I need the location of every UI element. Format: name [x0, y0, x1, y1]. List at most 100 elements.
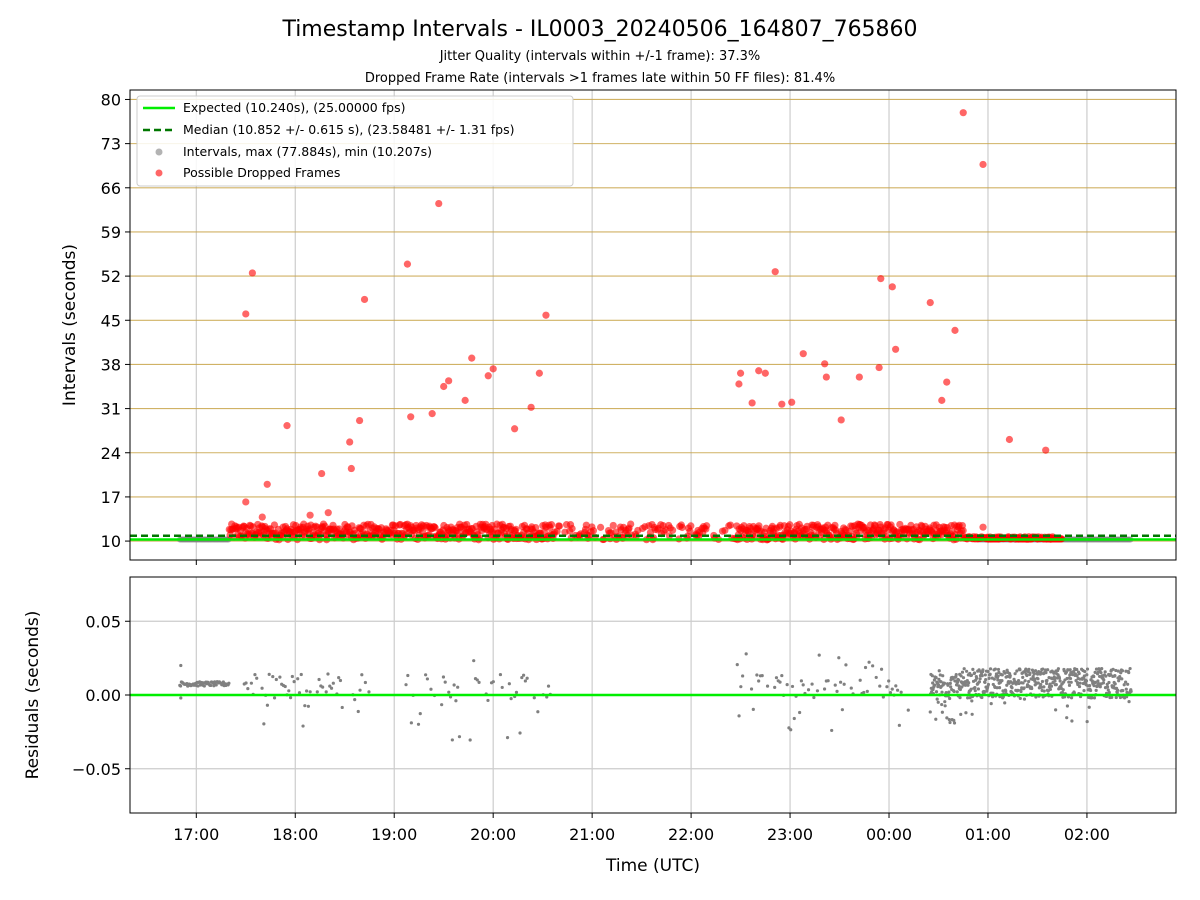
residual-point: [970, 712, 974, 716]
residual-point: [888, 690, 893, 695]
residual-point: [1058, 679, 1062, 683]
residual-point: [947, 717, 951, 722]
residual-point: [865, 689, 869, 693]
residual-point: [835, 689, 839, 694]
chart-title: Timestamp Intervals - IL0003_20240506_16…: [281, 17, 917, 42]
residual-point: [328, 684, 332, 688]
residual-point: [959, 674, 963, 678]
residual-point: [1036, 672, 1040, 676]
dropped-frame-high-23: [511, 425, 519, 433]
intervals-ytick-label-3: 31: [101, 400, 121, 419]
residual-point: [518, 731, 522, 735]
residual-point: [1071, 672, 1075, 677]
residual-point: [1114, 695, 1118, 700]
residual-point: [358, 688, 362, 692]
residual-point: [1075, 667, 1079, 672]
residual-point: [945, 716, 949, 720]
residual-point: [367, 690, 371, 694]
residual-point: [801, 683, 805, 687]
residual-point: [952, 721, 957, 725]
dropped-frame-high-24: [527, 403, 535, 411]
dropped-frame-high-18: [445, 377, 453, 385]
residual-point: [1016, 679, 1021, 683]
residual-point: [980, 674, 984, 678]
residual-point: [532, 696, 536, 700]
residuals-ytick-label-1: 0.00: [85, 686, 121, 705]
residual-point: [967, 681, 971, 685]
dropped-frame-point: [726, 521, 735, 529]
residual-point: [452, 683, 456, 687]
residual-point: [943, 704, 947, 708]
intervals-ytick-label-10: 80: [101, 90, 121, 109]
residual-point: [879, 667, 884, 671]
residual-point: [963, 683, 968, 687]
residual-point: [773, 685, 777, 689]
residual-point: [987, 676, 991, 680]
residual-point: [536, 710, 540, 714]
residual-point: [1056, 667, 1061, 671]
residual-point: [472, 659, 476, 663]
residual-point: [1090, 696, 1094, 700]
residual-point: [1127, 670, 1131, 675]
residual-point: [1077, 684, 1082, 689]
residual-point: [934, 717, 938, 721]
dropped-frame-high-6: [306, 511, 314, 519]
residual-point: [989, 702, 993, 706]
residual-point: [744, 652, 748, 656]
residual-point: [957, 684, 961, 688]
residual-point: [409, 721, 413, 725]
residual-point: [940, 690, 944, 694]
x-tick-label-3: 20:00: [470, 825, 516, 844]
dropped-frame-high-5: [258, 513, 266, 521]
residual-point: [1027, 667, 1031, 671]
residual-point: [498, 672, 503, 677]
residual-point: [983, 680, 987, 685]
dropped-frame-high-19: [461, 396, 469, 404]
residual-point: [1105, 685, 1110, 689]
residual-point: [1004, 689, 1008, 693]
residual-point: [817, 653, 821, 657]
dropped-frame-high-21: [484, 372, 492, 380]
residual-point: [878, 684, 882, 688]
residual-point: [942, 681, 947, 685]
residual-point: [975, 676, 979, 680]
residual-point: [996, 667, 1001, 672]
dropped-frame-high-12: [360, 295, 369, 304]
residual-point: [255, 676, 259, 680]
residual-point: [1054, 708, 1058, 712]
residual-point: [209, 683, 213, 688]
residual-point: [858, 678, 862, 682]
residual-point: [500, 685, 504, 690]
residual-point: [1060, 690, 1065, 695]
residual-point: [822, 687, 827, 691]
residual-point: [1018, 668, 1022, 672]
residual-point: [934, 676, 938, 680]
residual-point: [994, 672, 999, 676]
residual-point: [425, 677, 430, 681]
residual-point: [1045, 681, 1049, 686]
residual-point: [954, 672, 958, 677]
residual-point: [944, 690, 948, 695]
dropped-frame-high-30: [755, 367, 763, 375]
residual-point: [1103, 670, 1107, 674]
dropped-frame-point: [703, 522, 711, 530]
residual-point: [340, 705, 344, 710]
residual-point: [952, 689, 956, 694]
residual-point: [1113, 673, 1117, 678]
residual-point: [1116, 669, 1120, 673]
residual-point: [424, 673, 428, 677]
dropped-frame-high-44: [926, 299, 934, 307]
intervals-ytick-label-5: 45: [101, 311, 121, 330]
residual-point: [863, 665, 868, 670]
residual-point: [940, 710, 944, 714]
residual-point: [468, 738, 472, 742]
x-axis-label: Time (UTC): [605, 856, 700, 876]
residual-point: [1019, 689, 1023, 694]
residual-point: [899, 690, 903, 694]
residual-point: [1039, 682, 1043, 687]
residual-point: [227, 681, 231, 685]
residual-point: [867, 660, 871, 664]
residual-point: [966, 696, 970, 700]
residual-point: [755, 673, 759, 677]
residual-point: [1069, 680, 1073, 684]
